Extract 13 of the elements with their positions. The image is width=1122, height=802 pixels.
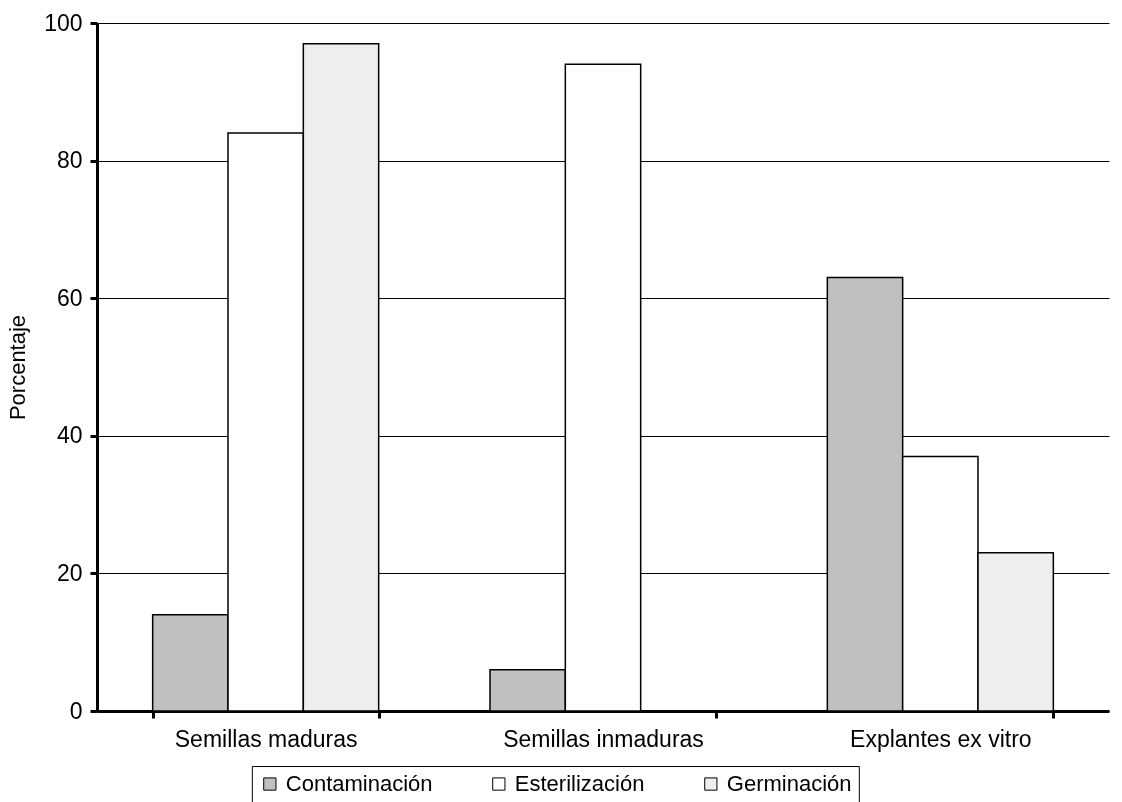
x-tick-label: Explantes ex vitro	[850, 725, 1032, 752]
y-tick-label: 80	[56, 147, 83, 174]
legend-label: Germinación	[726, 771, 852, 797]
y-tick-label: 40	[56, 422, 83, 449]
y-tick-label: 60	[56, 284, 83, 311]
y-tick-label: 0	[69, 697, 83, 724]
legend-label: Esterilización	[514, 771, 645, 797]
x-tick-label: Semillas maduras	[174, 725, 358, 752]
y-axis-title: Porcentaje	[5, 314, 31, 421]
legend-label: Contaminación	[285, 771, 433, 797]
y-tick-label: 20	[56, 559, 83, 586]
x-tick-label: Semillas inmaduras	[503, 725, 704, 752]
y-tick-label: 100	[44, 9, 83, 36]
